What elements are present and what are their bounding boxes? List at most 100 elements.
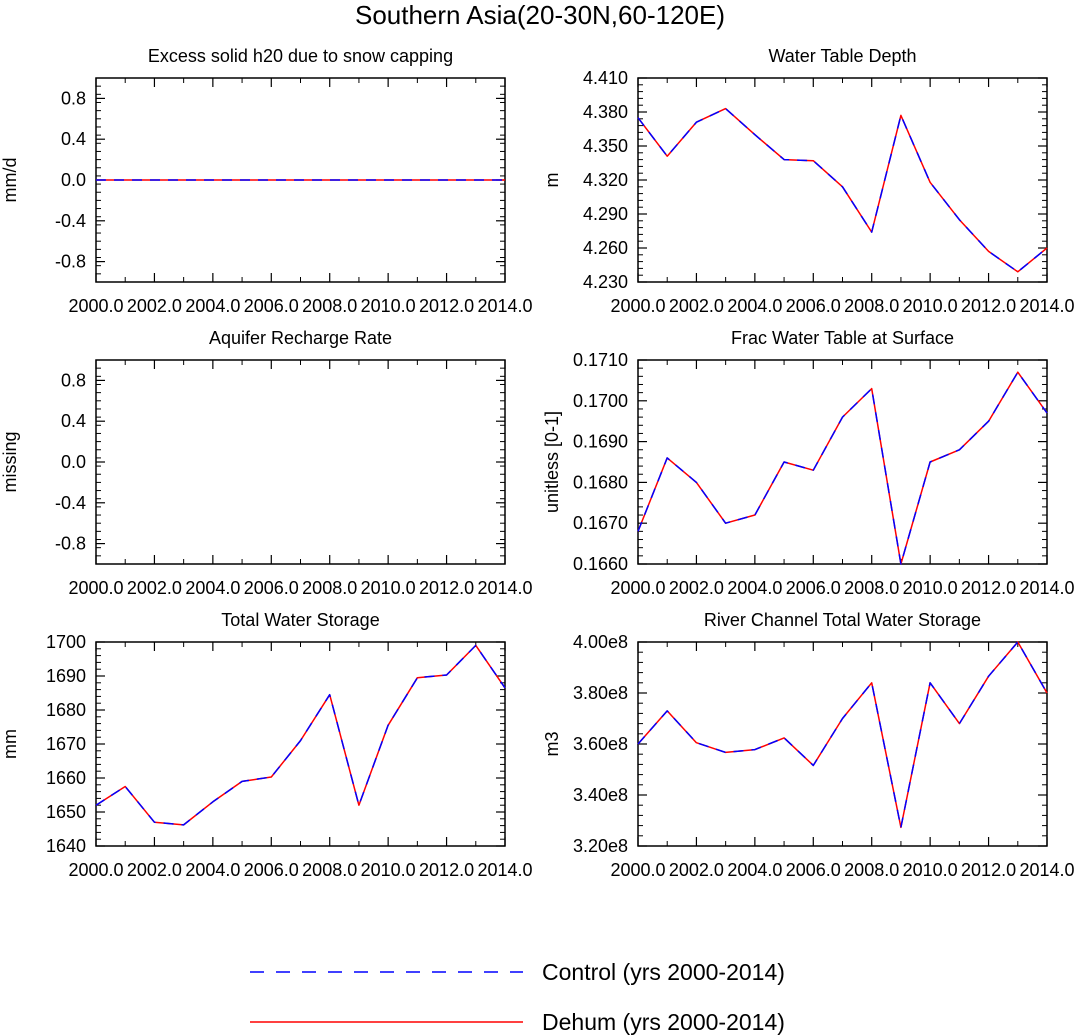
y-tick-label: 1670	[46, 734, 86, 754]
y-tick-label: 3.20e8	[573, 836, 628, 856]
x-tick-label: 2004.0	[727, 578, 782, 598]
x-tick-label: 2012.0	[961, 578, 1016, 598]
y-tick-label: 1690	[46, 666, 86, 686]
y-tick-label: -0.8	[55, 534, 86, 554]
legend-label-2: Dehum (yrs 2000-2014)	[542, 1009, 785, 1035]
y-tick-label: 0.0	[61, 170, 86, 190]
y-tick-label: 1650	[46, 802, 86, 822]
x-tick-label: 2014.0	[477, 296, 532, 316]
panel-title: Total Water Storage	[221, 610, 379, 630]
y-axis-label: missing	[0, 431, 20, 492]
y-tick-label: 3.40e8	[573, 785, 628, 805]
y-tick-label: 1660	[46, 768, 86, 788]
chart-panel-1: Excess solid h20 due to snow capping mm/d…	[0, 46, 533, 316]
x-tick-label: 2002.0	[669, 578, 724, 598]
x-tick-label: 2000.0	[68, 860, 123, 880]
y-tick-label: 0.8	[61, 88, 86, 108]
x-tick-label: 2008.0	[302, 578, 357, 598]
series-line-control	[637, 641, 1048, 829]
x-tick-label: 2002.0	[669, 860, 724, 880]
y-axis-label: m3	[542, 731, 562, 756]
x-tick-label: 2010.0	[361, 578, 416, 598]
y-tick-label: 3.60e8	[573, 734, 628, 754]
plot-frame	[95, 359, 506, 565]
y-tick-label: 0.8	[61, 370, 86, 390]
y-tick-label: 4.00e8	[573, 632, 628, 652]
y-axis-label: mm/d	[0, 158, 20, 203]
x-tick-label: 2010.0	[361, 296, 416, 316]
x-tick-label: 2002.0	[127, 578, 182, 598]
x-tick-label: 2002.0	[669, 296, 724, 316]
y-tick-label: 4.410	[583, 68, 628, 88]
panel-title: River Channel Total Water Storage	[704, 610, 981, 630]
x-tick-label: 2002.0	[127, 296, 182, 316]
chart-panels: Excess solid h20 due to snow capping mm/d…	[0, 46, 1075, 880]
y-tick-label: -0.8	[55, 252, 86, 272]
x-tick-label: 2008.0	[844, 296, 899, 316]
y-axis-label: m	[542, 173, 562, 188]
series-line-control	[95, 644, 506, 826]
legend-label-1: Control (yrs 2000-2014)	[542, 959, 785, 985]
panel-title: Frac Water Table at Surface	[731, 328, 954, 348]
plot-frame	[95, 641, 506, 847]
y-tick-label: 1640	[46, 836, 86, 856]
x-tick-label: 2006.0	[244, 860, 299, 880]
x-tick-label: 2006.0	[244, 296, 299, 316]
x-tick-label: 2006.0	[786, 296, 841, 316]
legend: Control (yrs 2000-2014) Dehum (yrs 2000-2…	[250, 959, 785, 1035]
series-line-dehum	[637, 641, 1048, 829]
x-tick-label: 2010.0	[903, 578, 958, 598]
y-tick-label: 0.1710	[573, 350, 628, 370]
x-tick-label: 2004.0	[185, 296, 240, 316]
panel-title: Excess solid h20 due to snow capping	[148, 46, 453, 66]
y-tick-label: 1680	[46, 700, 86, 720]
x-tick-label: 2006.0	[786, 578, 841, 598]
y-tick-label: 0.1660	[573, 554, 628, 574]
x-tick-label: 2010.0	[903, 860, 958, 880]
y-tick-label: 4.260	[583, 238, 628, 258]
x-tick-label: 2004.0	[727, 296, 782, 316]
y-tick-label: -0.4	[55, 493, 86, 513]
x-tick-label: 2012.0	[419, 296, 474, 316]
x-tick-label: 2004.0	[185, 578, 240, 598]
series-line-dehum	[637, 107, 1048, 273]
x-tick-label: 2000.0	[610, 578, 665, 598]
series-line-dehum	[95, 644, 506, 826]
y-axis-label: mm	[0, 729, 20, 759]
chart-panel-6: River Channel Total Water Storage m3 2000.…	[542, 610, 1075, 880]
x-tick-label: 2002.0	[127, 860, 182, 880]
x-tick-label: 2004.0	[185, 860, 240, 880]
y-tick-label: 0.4	[61, 129, 86, 149]
y-tick-label: -0.4	[55, 211, 86, 231]
plot-frame	[637, 359, 1048, 565]
chart-panel-4: Frac Water Table at Surface unitless [0-1…	[542, 328, 1075, 598]
x-tick-label: 2010.0	[361, 860, 416, 880]
y-tick-label: 3.80e8	[573, 683, 628, 703]
y-tick-label: 4.350	[583, 136, 628, 156]
chart-panel-2: Water Table Depth m 2000.0 2002.0 2004.0 2006…	[542, 46, 1075, 316]
figure-title: Southern Asia(20-30N,60-120E)	[355, 0, 725, 30]
x-tick-label: 2010.0	[903, 296, 958, 316]
x-tick-label: 2006.0	[244, 578, 299, 598]
x-tick-label: 2008.0	[844, 578, 899, 598]
x-tick-label: 2008.0	[844, 860, 899, 880]
y-tick-label: 4.380	[583, 102, 628, 122]
series-line-control	[637, 371, 1048, 565]
x-tick-label: 2012.0	[419, 578, 474, 598]
y-tick-label: 4.230	[583, 272, 628, 292]
x-tick-label: 2014.0	[1019, 296, 1074, 316]
y-tick-label: 0.1700	[573, 391, 628, 411]
x-tick-label: 2004.0	[727, 860, 782, 880]
x-tick-label: 2012.0	[961, 860, 1016, 880]
x-tick-label: 2014.0	[477, 860, 532, 880]
x-tick-label: 2000.0	[68, 296, 123, 316]
x-tick-label: 2012.0	[961, 296, 1016, 316]
x-tick-label: 2014.0	[1019, 860, 1074, 880]
x-tick-label: 2008.0	[302, 296, 357, 316]
y-tick-label: 0.1690	[573, 432, 628, 452]
y-tick-label: 4.320	[583, 170, 628, 190]
panel-title: Aquifer Recharge Rate	[209, 328, 392, 348]
chart-panel-3: Aquifer Recharge Rate missing 2000.0 2002.0…	[0, 328, 533, 598]
x-tick-label: 2014.0	[1019, 578, 1074, 598]
